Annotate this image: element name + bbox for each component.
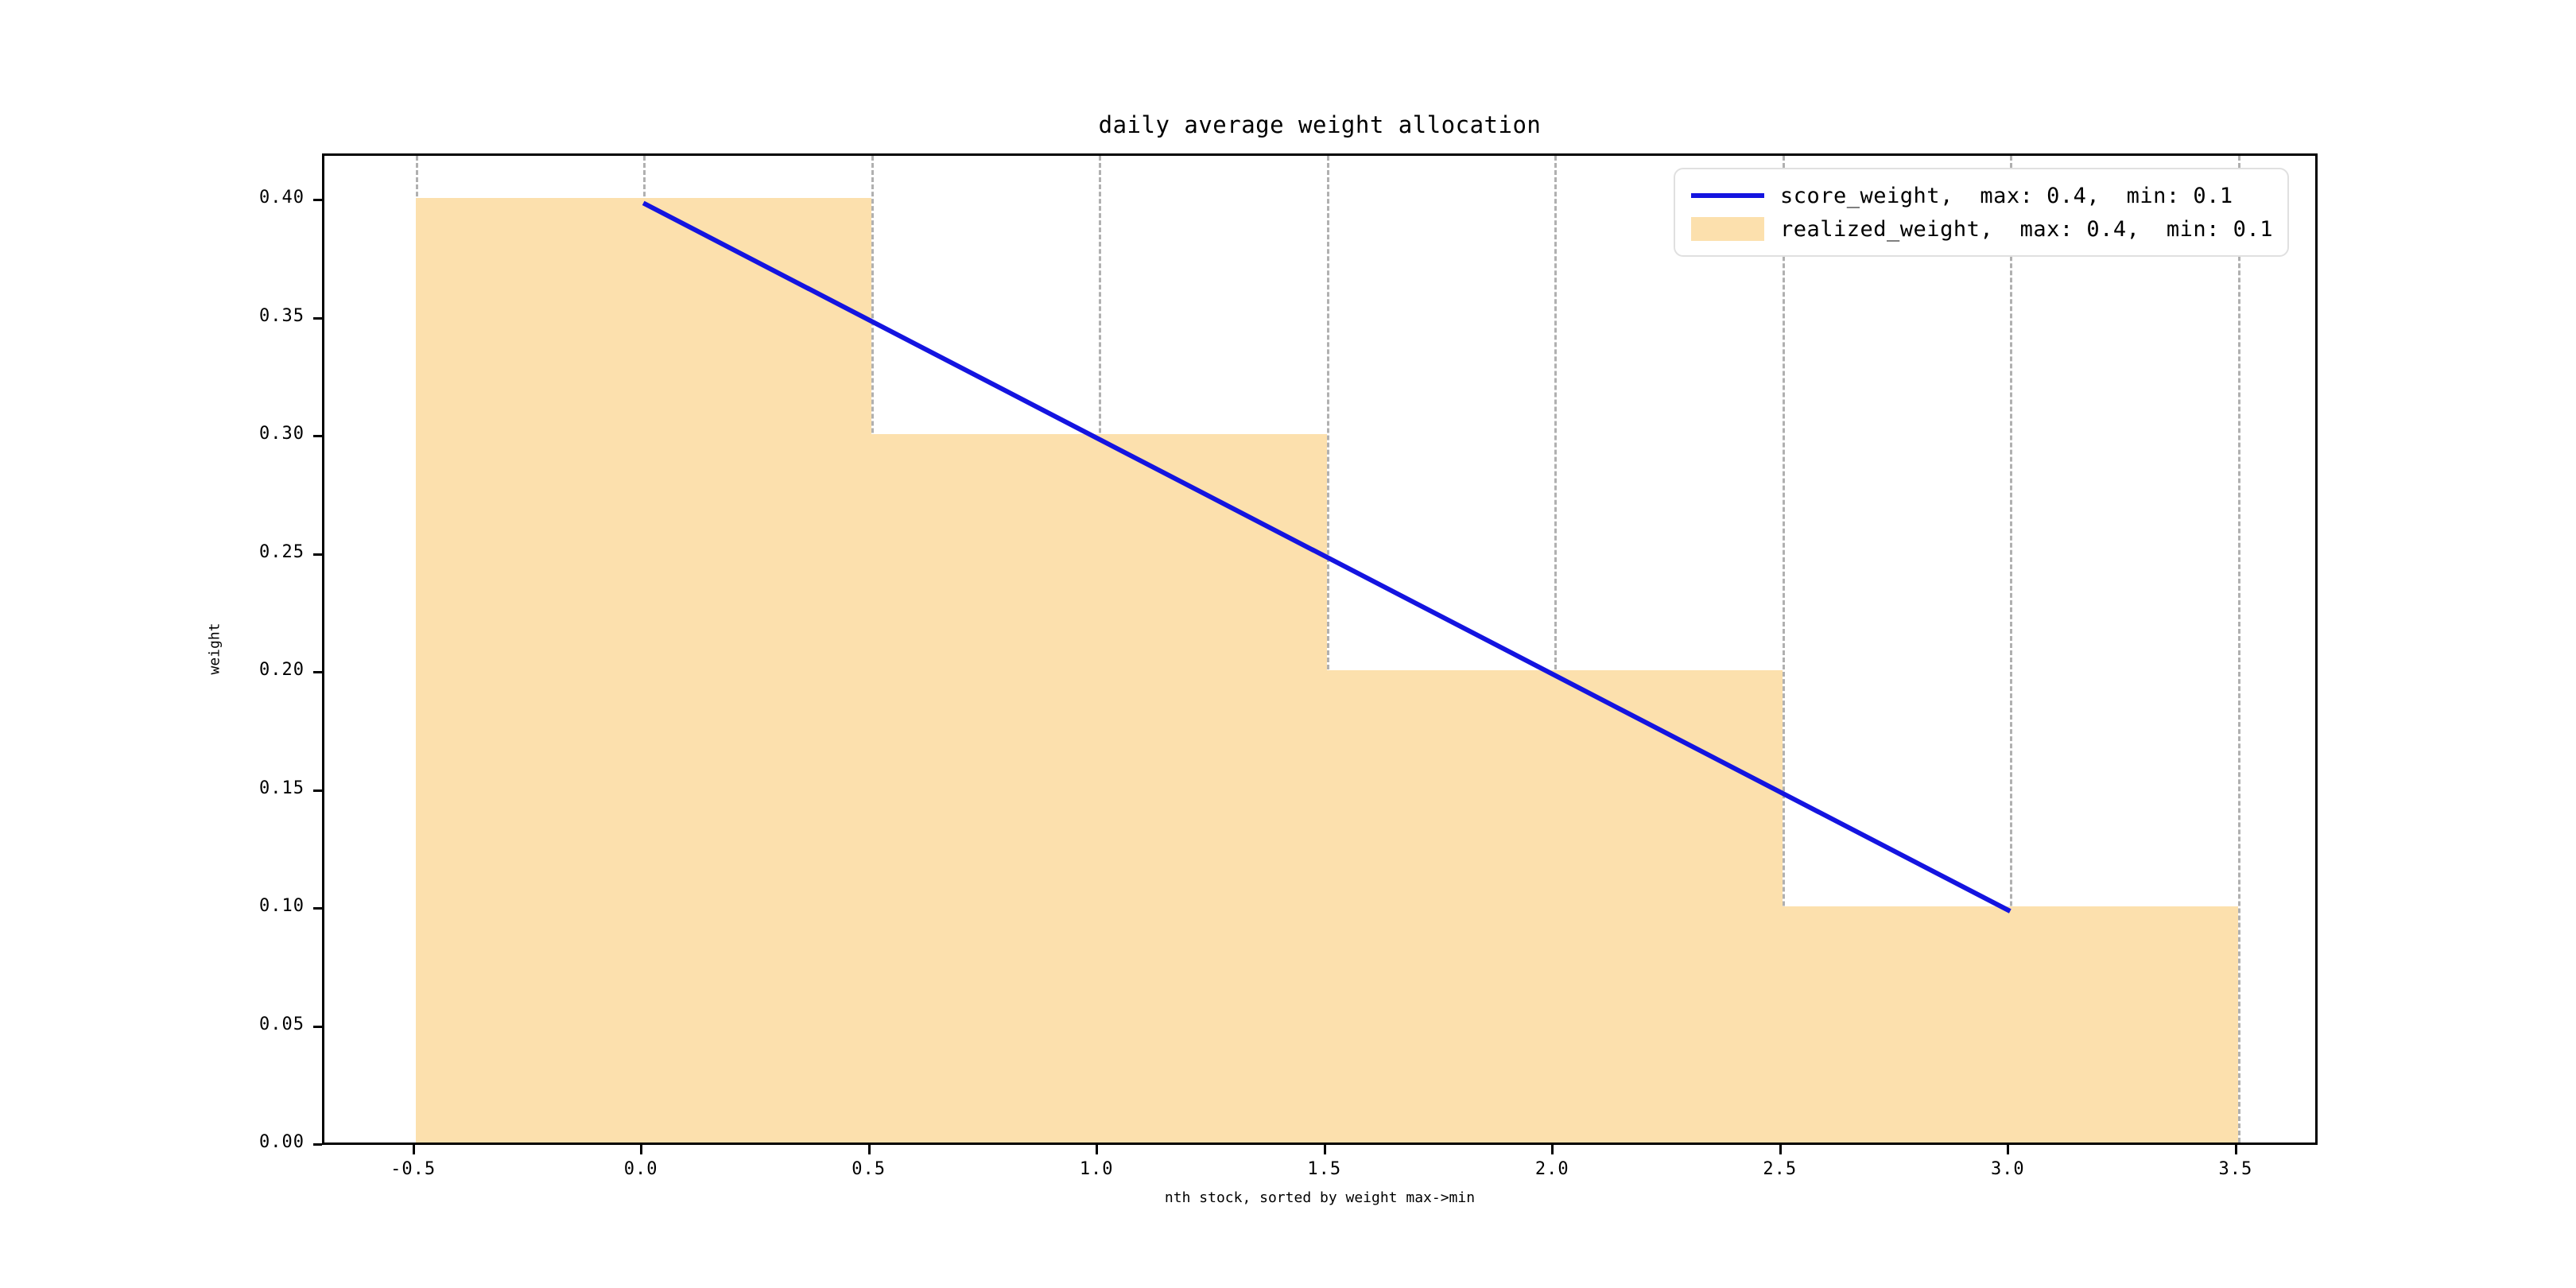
x-tick-label: 1.0 [1079,1159,1114,1179]
line-series-score-weight [642,200,2012,914]
x-tick-label: 1.5 [1307,1159,1342,1179]
bar [1326,670,1783,1143]
chart-title: daily average weight allocation [1098,111,1542,138]
gridline-x-5 [1554,156,1558,1143]
legend-patch-swatch-icon [1688,215,1767,242]
y-tick-label: 0.35 [259,305,305,326]
legend-label-score-weight: score_weight, max: 0.4, min: 0.1 [1780,183,2233,208]
y-tick-mark [313,316,322,320]
y-tick-mark [313,671,322,674]
x-tick-label: 2.5 [1763,1159,1798,1179]
x-tick-label: -0.5 [390,1159,436,1179]
x-tick-label: 3.0 [1990,1159,2025,1179]
legend-item-score-weight[interactable]: score_weight, max: 0.4, min: 0.1 [1688,179,2273,212]
plot-area [322,153,2318,1145]
x-axis-label: nth stock, sorted by weight max->min [1164,1189,1476,1206]
y-axis-label: weight [206,623,223,675]
x-tick-mark [1551,1145,1554,1154]
x-tick-label: 0.0 [623,1159,658,1179]
y-tick-mark [313,789,322,792]
x-tick-mark [1323,1145,1326,1154]
gridline-x-7 [2010,156,2013,1143]
y-tick-label: 0.25 [259,541,305,562]
y-tick-label: 0.15 [259,778,305,798]
x-tick-mark [640,1145,643,1154]
y-tick-mark [313,553,322,556]
x-tick-mark [1096,1145,1099,1154]
y-tick-mark [313,435,322,438]
y-tick-label: 0.30 [259,424,305,444]
gridline-x-6 [1782,156,1785,1143]
x-tick-mark [2234,1145,2237,1154]
x-tick-mark [1779,1145,1782,1154]
y-tick-label: 0.40 [259,188,305,208]
y-tick-label: 0.10 [259,896,305,917]
x-tick-mark [867,1145,871,1154]
bar [415,198,871,1143]
y-tick-mark [313,1025,322,1028]
bar [1782,906,2238,1143]
x-tick-label: 3.5 [2218,1159,2253,1179]
x-tick-mark [412,1145,415,1154]
y-tick-mark [313,199,322,202]
x-tick-label: 2.0 [1534,1159,1569,1179]
x-tick-mark [2007,1145,2010,1154]
y-tick-label: 0.00 [259,1132,305,1152]
chart-legend[interactable]: score_weight, max: 0.4, min: 0.1 realize… [1674,168,2289,257]
legend-label-realized-weight: realized_weight, max: 0.4, min: 0.1 [1780,216,2273,242]
gridline-x-4 [1326,156,1329,1143]
y-tick-mark [313,1143,322,1146]
y-tick-label: 0.20 [259,660,305,681]
legend-line-swatch-icon [1688,182,1767,209]
x-tick-label: 0.5 [852,1159,886,1179]
gridline-x-8 [2237,156,2240,1143]
y-tick-mark [313,907,322,910]
bar [871,434,1327,1143]
score-weight-polyline [642,200,2012,914]
y-tick-label: 0.05 [259,1014,305,1034]
legend-item-realized-weight[interactable]: realized_weight, max: 0.4, min: 0.1 [1688,212,2273,246]
